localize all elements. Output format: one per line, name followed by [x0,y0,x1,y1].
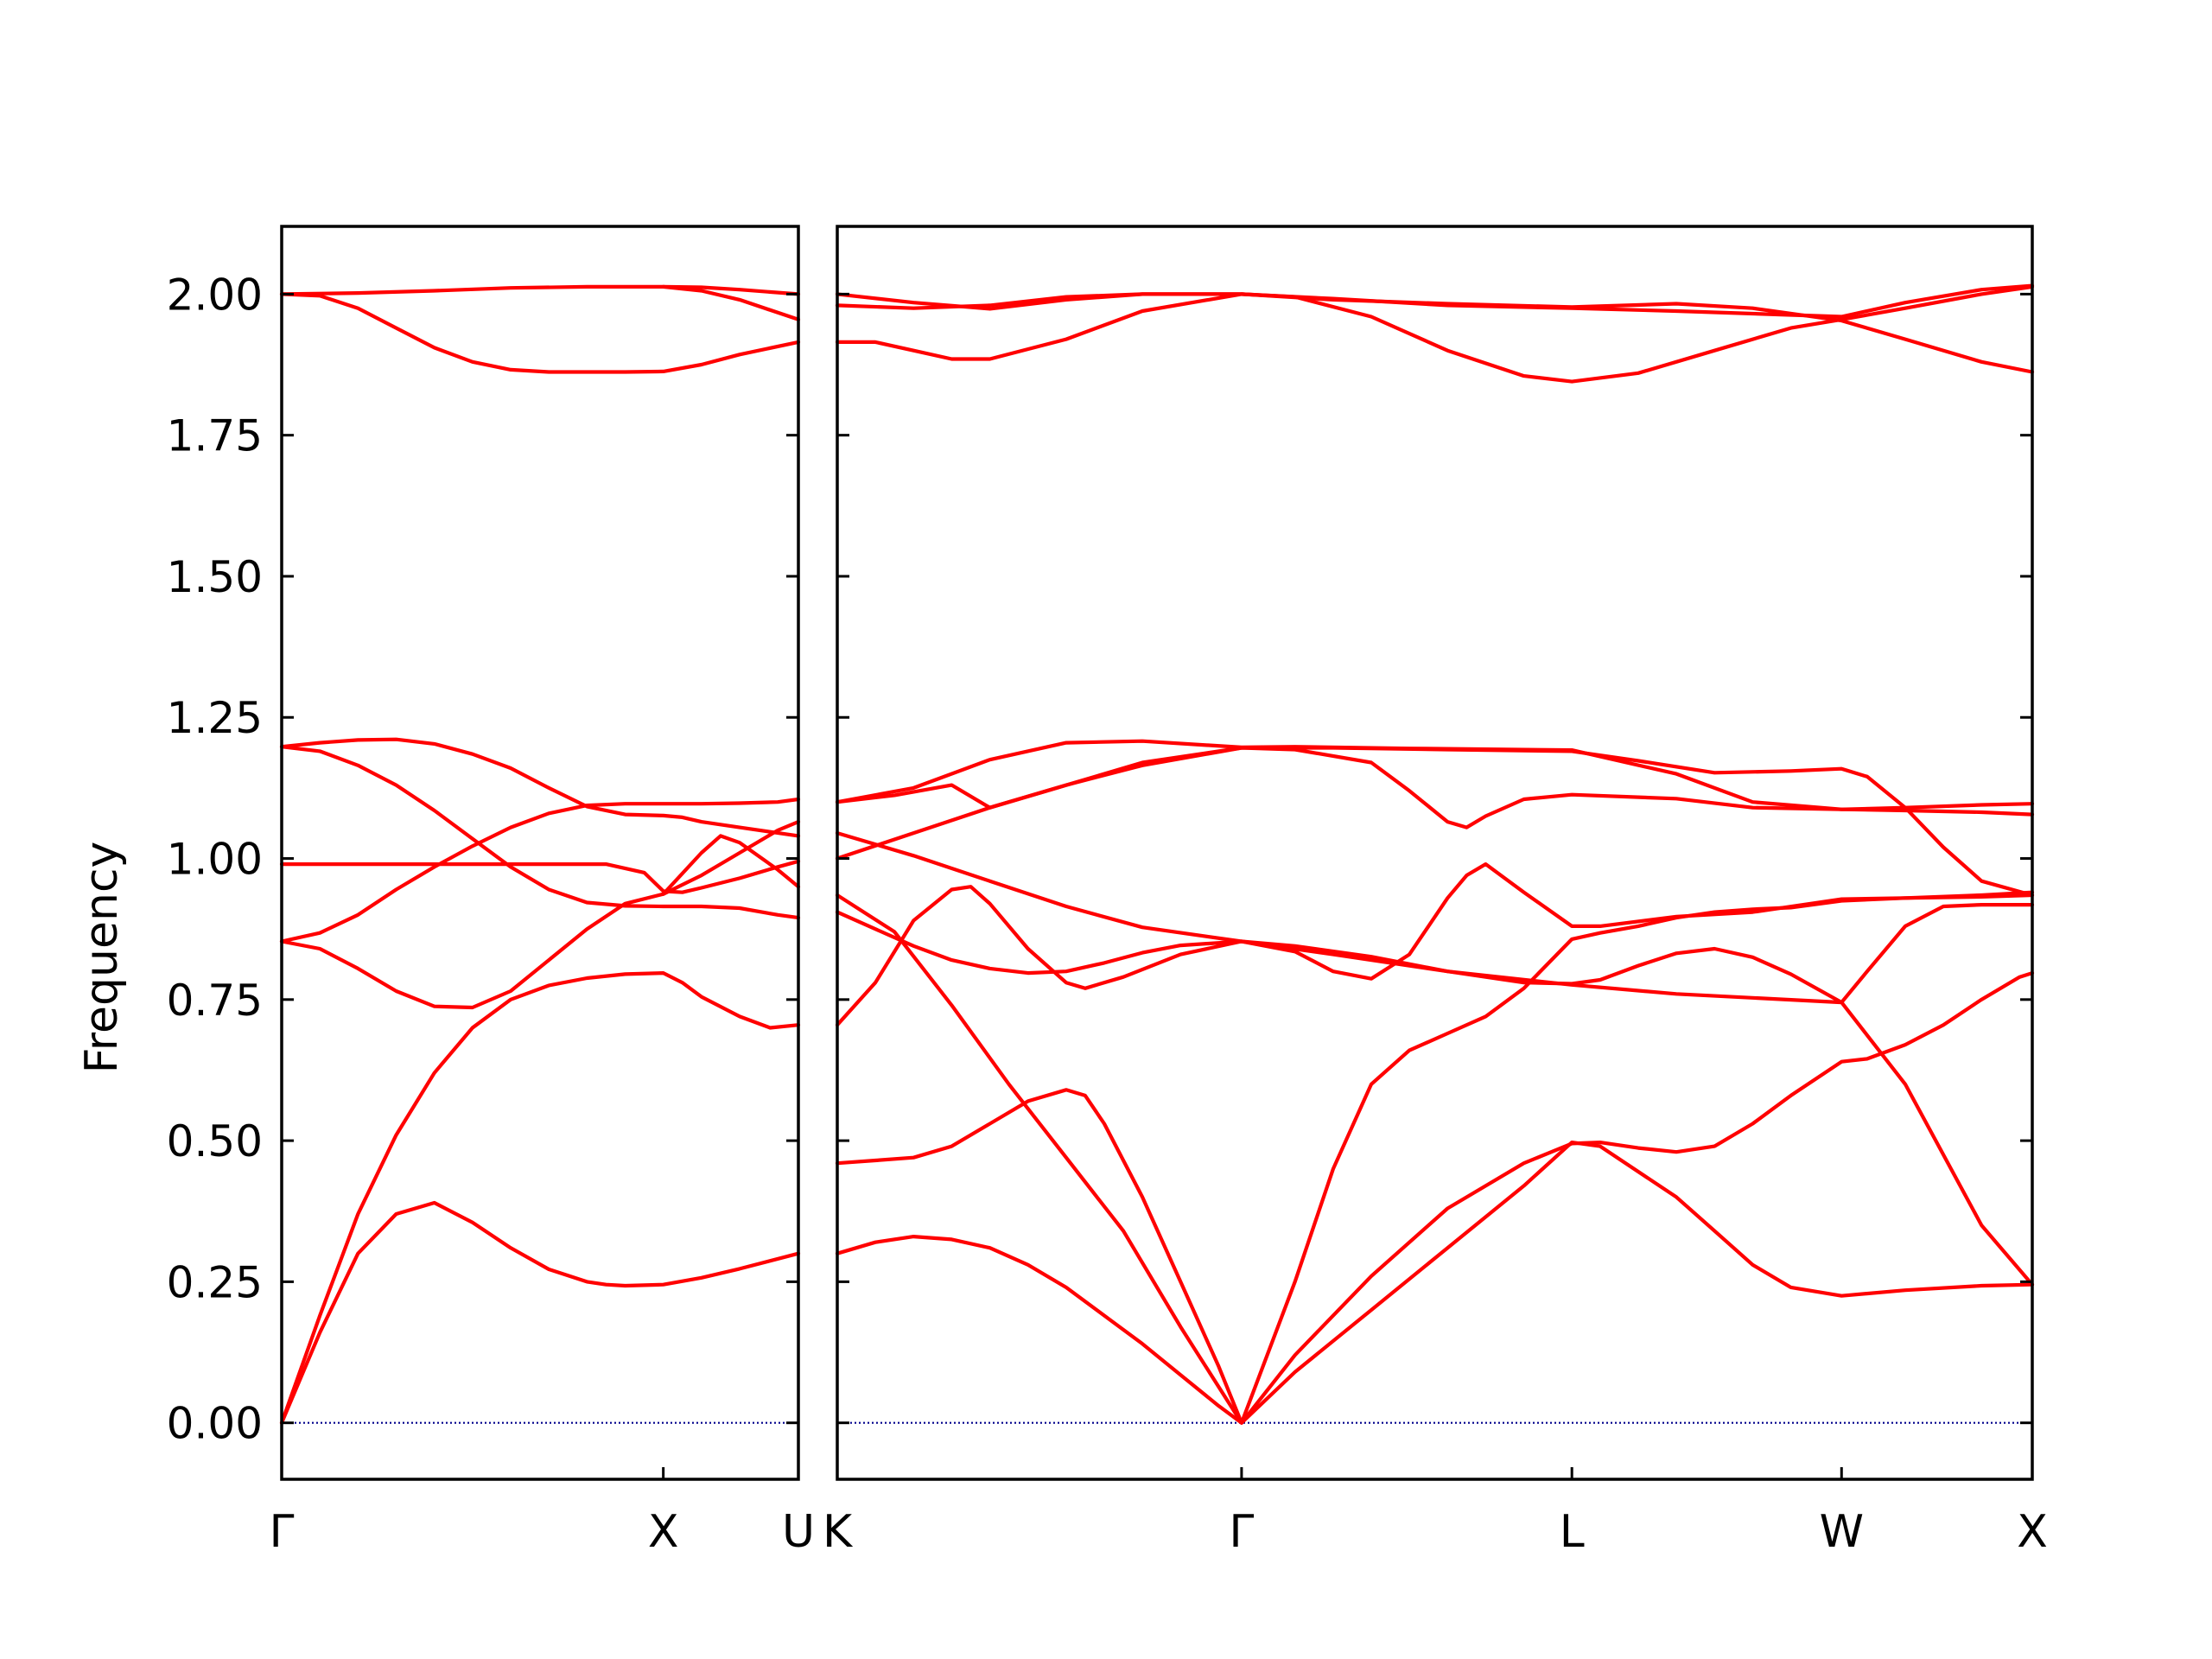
band-line-9 [279,284,801,321]
band-line-2 [835,893,2035,1425]
band-line-4 [279,737,801,838]
band-line-8 [835,739,2035,817]
x-tick-label: X [2017,1506,2048,1558]
y-tick-label: 0.50 [167,1116,263,1166]
band-line-3 [279,797,801,944]
band-line-3 [835,862,2035,1027]
y-tick-label: 1.00 [167,835,263,885]
band-line-7 [661,834,801,896]
y-tick-label: 1.75 [167,411,263,461]
y-tick-label: 0.75 [167,976,263,1026]
band-line-6 [835,746,2035,898]
band-line-5 [835,831,2035,1287]
band-line-7 [835,746,2035,830]
y-tick-label: 1.25 [167,693,263,743]
band-line-10 [835,292,2035,374]
band-line-11 [835,284,2035,384]
x-tick-label: Γ [270,1506,295,1558]
x-tick-label: U [782,1506,815,1558]
x-tick-label: Γ [1229,1506,1254,1558]
band-line-5 [279,745,801,920]
x-tick-label: X [648,1506,679,1558]
band-line-0 [279,1200,801,1425]
y-tick-label: 1.50 [167,552,263,602]
band-line-0 [835,1141,2035,1425]
left-panel: 2.00 1.75 1.50 1.25 1.00 0.75 0.50 0.25 0.00 Γ X U [167,225,815,1558]
y-tick-label: 0.00 [167,1399,263,1449]
band-line-10 [661,284,801,296]
x-tick-label: K [823,1506,854,1558]
x-tick-label: L [1560,1506,1585,1558]
plot-frame [280,225,800,1481]
x-tick-label: W [1820,1506,1864,1558]
band-line-2 [279,820,801,1010]
y-tick-label: 2.00 [167,270,263,320]
plot-frame [836,225,2034,1481]
y-axis-label: Frequency [76,842,128,1074]
y-tick-label: 0.25 [167,1257,263,1307]
band-line-6 [279,859,801,894]
band-line-1 [279,971,801,1425]
band-line-1 [835,971,2035,1425]
band-line-8 [279,292,801,374]
